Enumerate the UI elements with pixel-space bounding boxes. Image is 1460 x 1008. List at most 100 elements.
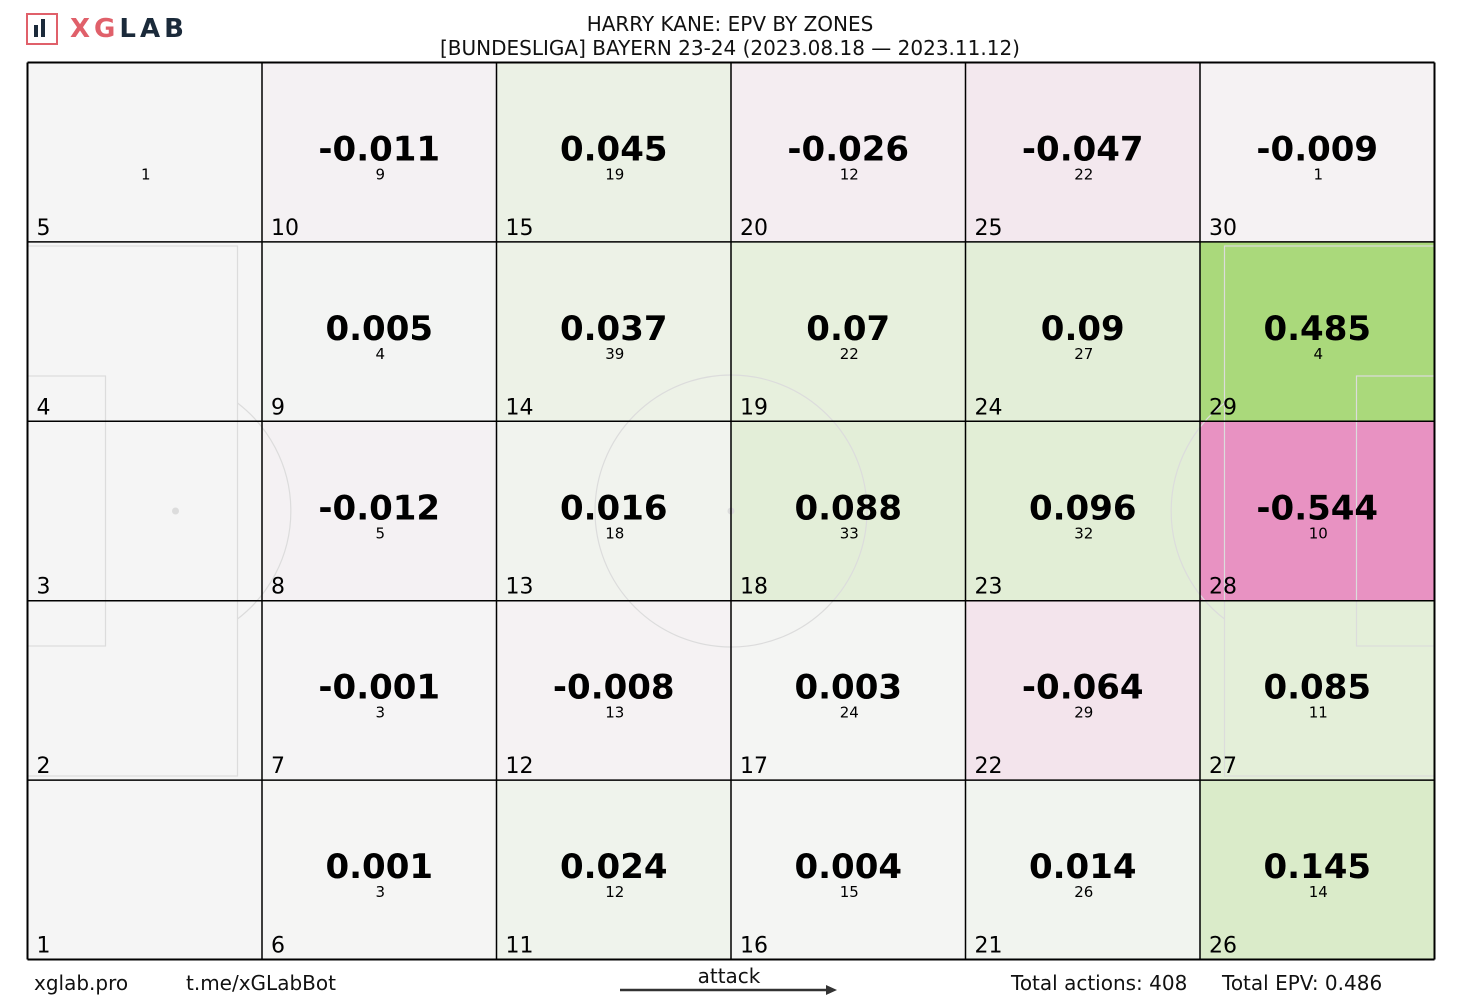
zone-cell-4 xyxy=(27,241,262,422)
zone-action-count: 3 xyxy=(375,883,385,901)
zone-action-count: 24 xyxy=(840,704,859,722)
zone-cell-10 xyxy=(262,62,497,242)
zone-cell-25 xyxy=(965,62,1200,242)
zone-number-label: 23 xyxy=(975,575,1003,600)
zone-cell-26 xyxy=(1200,780,1435,960)
zone-number-label: 4 xyxy=(37,395,51,420)
zone-epv-value: 0.024 xyxy=(560,847,668,887)
zone-action-count: 10 xyxy=(1309,524,1328,542)
zone-cell-15 xyxy=(496,62,731,242)
zone-number-label: 25 xyxy=(975,216,1003,241)
zone-epv-value: -0.026 xyxy=(787,130,909,170)
zone-number-label: 11 xyxy=(506,934,534,959)
total-actions: Total actions: 408 xyxy=(1011,971,1188,995)
zone-number-label: 3 xyxy=(37,575,51,600)
zone-action-count: 18 xyxy=(605,524,624,542)
attack-label: attack xyxy=(697,964,761,988)
zone-action-count: 12 xyxy=(605,883,624,901)
zone-cell-2 xyxy=(27,600,262,781)
zone-cell-19 xyxy=(731,241,966,422)
zone-number-label: 16 xyxy=(740,934,768,959)
zone-epv-value: 0.016 xyxy=(560,488,668,528)
zone-action-count: 27 xyxy=(1074,345,1093,363)
zone-number-label: 8 xyxy=(271,575,285,600)
zone-epv-value: -0.011 xyxy=(318,130,440,170)
zone-number-label: 14 xyxy=(506,395,534,420)
zone-action-count: 15 xyxy=(840,883,859,901)
zone-cell-29 xyxy=(1200,241,1435,422)
zone-action-count: 9 xyxy=(375,166,385,184)
zone-number-label: 30 xyxy=(1209,216,1237,241)
zone-number-label: 9 xyxy=(271,395,285,420)
zone-action-count: 39 xyxy=(605,345,624,363)
zone-cell-21 xyxy=(965,780,1200,960)
zone-number-label: 10 xyxy=(271,216,299,241)
zone-action-count: 32 xyxy=(1074,524,1093,542)
zone-epv-value: 0.085 xyxy=(1263,668,1371,708)
zone-cell-7 xyxy=(262,600,497,781)
zone-action-count: 1 xyxy=(141,166,151,184)
zone-cell-27 xyxy=(1200,600,1435,781)
zone-number-label: 5 xyxy=(37,216,51,241)
zone-epv-value: 0.045 xyxy=(560,130,668,170)
zone-action-count: 11 xyxy=(1309,704,1328,722)
zone-number-label: 1 xyxy=(37,934,51,959)
zone-cell-11 xyxy=(496,780,731,960)
brand-name-lab: LAB xyxy=(119,14,188,44)
zone-number-label: 6 xyxy=(271,934,285,959)
brand-name-xg: XG xyxy=(70,14,120,44)
zone-number-label: 12 xyxy=(506,754,534,779)
zone-cell-16 xyxy=(731,780,966,960)
zone-cell-24 xyxy=(965,241,1200,422)
zone-cell-14 xyxy=(496,241,731,422)
zone-epv-value: -0.001 xyxy=(318,668,440,708)
zone-cell-5 xyxy=(27,62,262,242)
site-link[interactable]: xglab.pro xyxy=(34,971,129,995)
zone-cell-9 xyxy=(262,241,497,422)
brand-logo: XGLAB xyxy=(26,12,188,46)
zone-cell-12 xyxy=(496,600,731,781)
zone-epv-value: 0.001 xyxy=(325,847,433,887)
zone-epv-value: 0.07 xyxy=(806,309,890,349)
zone-number-label: 28 xyxy=(1209,575,1237,600)
zone-epv-value: 0.088 xyxy=(794,488,902,528)
left-penalty-spot xyxy=(172,507,179,515)
zone-action-count: 4 xyxy=(1313,345,1323,363)
bot-link[interactable]: t.me/xGLabBot xyxy=(186,971,336,995)
zone-cell-28 xyxy=(1200,421,1435,601)
zone-action-count: 14 xyxy=(1309,883,1328,901)
zone-number-label: 22 xyxy=(975,754,1003,779)
zone-epv-value: 0.145 xyxy=(1263,847,1371,887)
zone-action-count: 5 xyxy=(375,524,385,542)
zone-epv-value: 0.096 xyxy=(1029,488,1137,528)
zone-number-label: 2 xyxy=(37,754,51,779)
zone-cell-8 xyxy=(262,421,497,601)
zone-action-count: 4 xyxy=(375,345,385,363)
zone-number-label: 20 xyxy=(740,216,768,241)
zone-cell-13 xyxy=(496,421,731,601)
zone-epv-value: 0.004 xyxy=(794,847,902,887)
zone-cell-20 xyxy=(731,62,966,242)
zone-cell-1 xyxy=(27,780,262,960)
zone-cell-30 xyxy=(1200,62,1435,242)
zone-epv-value: 0.005 xyxy=(325,309,433,349)
zone-cell-22 xyxy=(965,600,1200,781)
zone-number-label: 21 xyxy=(975,934,1003,959)
total-epv: Total EPV: 0.486 xyxy=(1222,971,1383,995)
bar-chart-icon xyxy=(26,13,58,45)
zone-number-label: 27 xyxy=(1209,754,1237,779)
zone-epv-value: -0.544 xyxy=(1256,488,1378,528)
zone-number-label: 19 xyxy=(740,395,768,420)
zone-cell-17 xyxy=(731,600,966,781)
zone-epv-value: -0.008 xyxy=(553,668,675,708)
chart-subtitle: [BUNDESLIGA] BAYERN 23-24 (2023.08.18 — … xyxy=(440,36,1020,60)
attack-direction: attack xyxy=(618,964,840,998)
zone-action-count: 29 xyxy=(1074,704,1093,722)
zone-action-count: 1 xyxy=(1313,166,1323,184)
zone-cell-18 xyxy=(731,421,966,601)
zone-action-count: 19 xyxy=(605,166,624,184)
zone-epv-value: -0.012 xyxy=(318,488,440,528)
zone-action-count: 13 xyxy=(605,704,624,722)
zone-number-label: 29 xyxy=(1209,395,1237,420)
zone-number-label: 24 xyxy=(975,395,1003,420)
